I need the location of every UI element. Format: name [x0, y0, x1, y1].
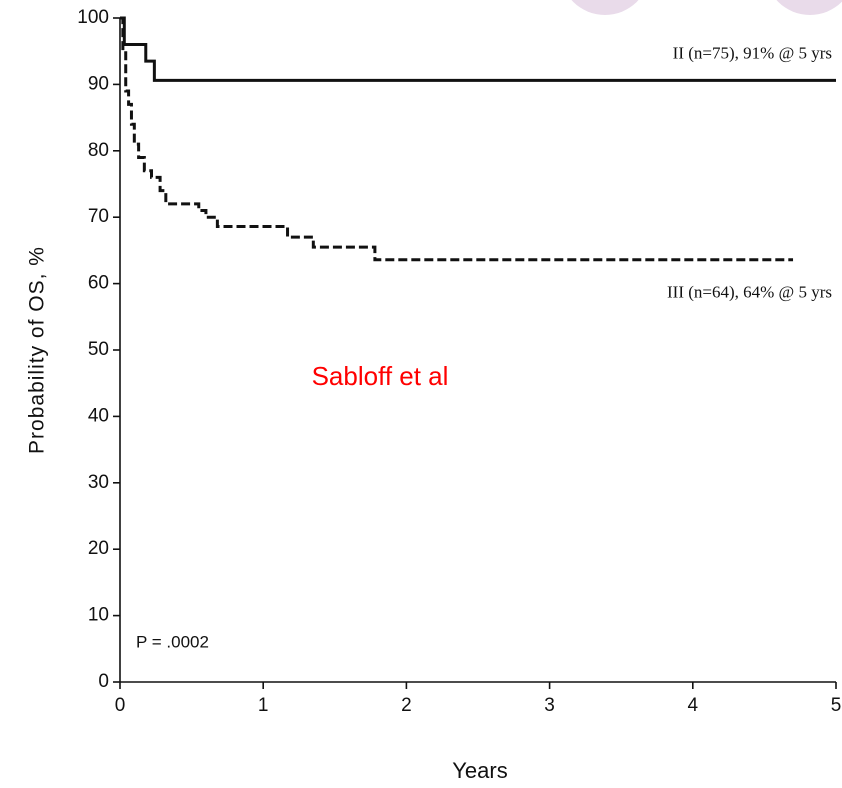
x-tick-label: 5 — [831, 695, 842, 716]
x-axis-label: Years — [452, 758, 507, 783]
x-tick-label: 0 — [115, 695, 126, 716]
annotation: Sabloff et al — [312, 361, 449, 391]
x-tick-label: 1 — [258, 695, 269, 716]
y-tick-label: 10 — [88, 605, 109, 626]
annotation: P = .0002 — [136, 632, 209, 651]
y-tick-label: 80 — [88, 140, 109, 161]
y-tick-label: 50 — [88, 339, 109, 360]
y-tick-label: 70 — [88, 206, 109, 227]
y-axis-label: Probability of OS, % — [26, 246, 49, 454]
y-tick-label: 90 — [88, 73, 109, 94]
x-tick-label: 4 — [688, 695, 699, 716]
y-tick-label: 40 — [88, 405, 109, 426]
x-tick-label: 3 — [544, 695, 555, 716]
y-tick-label: 30 — [88, 472, 109, 493]
y-tick-label: 20 — [88, 538, 109, 559]
y-tick-label: 60 — [88, 273, 109, 294]
series-label: III (n=64), 64% @ 5 yrs — [667, 283, 832, 302]
series-label: II (n=75), 91% @ 5 yrs — [673, 43, 832, 62]
y-tick-label: 0 — [98, 671, 109, 692]
survival-curve — [120, 16, 794, 262]
y-tick-label: 100 — [77, 7, 109, 28]
decoration — [571, 0, 639, 15]
decoration — [776, 0, 842, 15]
x-tick-label: 2 — [401, 695, 412, 716]
